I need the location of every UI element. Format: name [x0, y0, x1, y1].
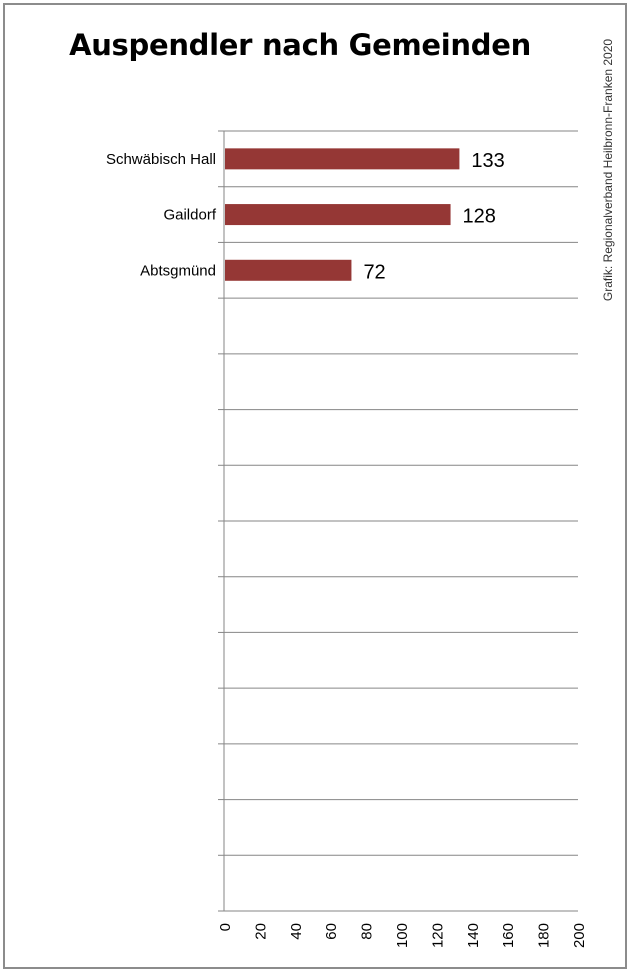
x-tick-label: 100 [394, 923, 411, 948]
x-tick-label: 60 [323, 923, 340, 940]
category-label: Abtsgmünd [140, 262, 216, 279]
x-tick-label: 140 [465, 923, 482, 948]
category-label: Gaildorf [163, 207, 216, 224]
x-tick-label: 180 [536, 923, 553, 948]
x-tick-label: 200 [571, 923, 588, 948]
x-tick-label: 20 [252, 923, 269, 940]
x-tick-label: 160 [500, 923, 517, 948]
x-tick-label: 120 [429, 923, 446, 948]
data-label: 128 [463, 206, 496, 228]
data-label: 133 [471, 150, 504, 172]
data-label: 72 [363, 261, 385, 283]
bar [225, 148, 460, 170]
category-label: Schwäbisch Hall [106, 151, 216, 168]
chart-title: Auspendler nach Gemeinden [69, 28, 531, 62]
x-tick-label: 40 [288, 923, 305, 940]
bar [225, 204, 451, 226]
x-tick-label: 0 [217, 923, 234, 931]
bar [225, 259, 352, 281]
x-tick-label: 80 [359, 923, 376, 940]
